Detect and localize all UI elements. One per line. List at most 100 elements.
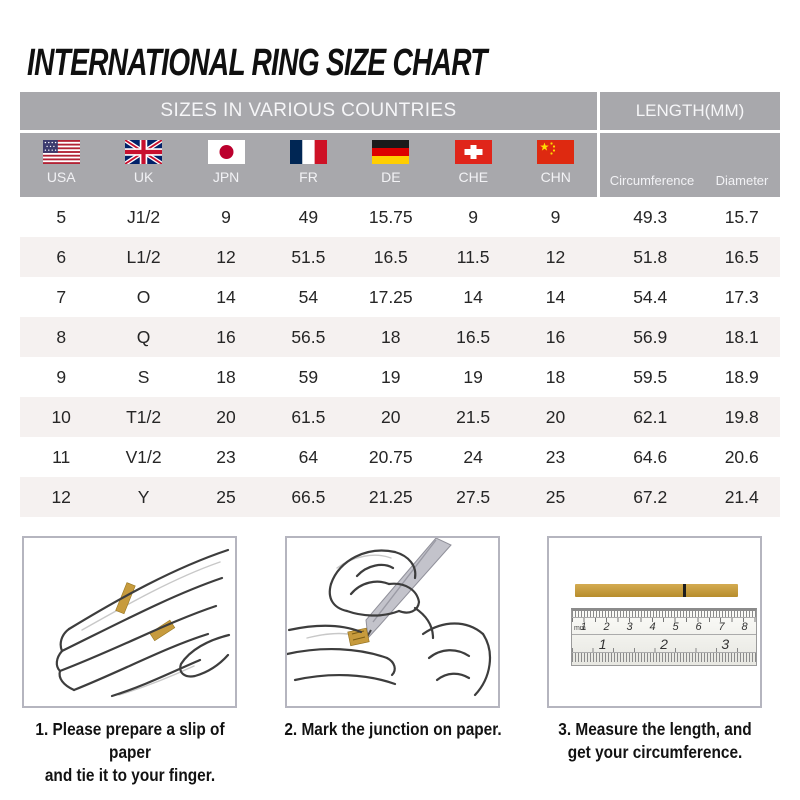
table-cell: 21.25 [368, 486, 413, 507]
instruction-steps: 1. Please prepare a slip of paper and ti… [22, 536, 762, 787]
ruler-fine-ticks-bottom [572, 653, 756, 662]
step-1-box [22, 536, 237, 708]
table-cell: 51.8 [633, 246, 668, 267]
ruler-illustration: mm 1 2 3 4 5 6 7 8 1 2 3 [549, 538, 760, 706]
table-cell: 11 [52, 446, 71, 467]
hand-with-paper-strip-illustration [55, 548, 231, 698]
table-cell: 7 [56, 286, 67, 307]
table-cell: 17.25 [368, 286, 413, 307]
table-cell: 19.8 [724, 406, 759, 427]
table-cell: 27.5 [456, 486, 491, 507]
table-cell: 20 [216, 406, 236, 427]
step-2-caption: 2. Mark the junction on paper. [280, 718, 505, 741]
ruler-inch-number: 3 [721, 635, 730, 652]
table-row: 8 Q 16 56.5 18 16.5 16 56.9 18.1 [20, 317, 780, 357]
table-cell: 15.75 [368, 206, 413, 227]
ruler-cm-number: 3 [626, 621, 633, 633]
table-cell: 56.5 [291, 326, 326, 347]
table-cell: 24 [463, 446, 483, 467]
uk-flag-icon [125, 140, 163, 164]
table-row: 10 T1/2 20 61.5 20 21.5 20 62.1 19.8 [20, 397, 780, 437]
table-cell: 20.6 [724, 446, 759, 467]
hands-marking-with-pen-illustration [286, 538, 491, 697]
table-cell: 9 [56, 366, 67, 387]
table-cell: 16 [545, 326, 566, 347]
step-3-caption-line2: get your circumference. [567, 742, 743, 763]
country-label-chn: CHN [540, 169, 571, 185]
ruler-inch-scale: 1 2 3 [572, 635, 756, 653]
table-cell: 67.2 [633, 486, 668, 507]
group-header-sizes: SIZES IN VARIOUS COUNTRIES [20, 92, 597, 130]
table-cell: 20.75 [368, 446, 413, 467]
table-cell: 16 [216, 326, 236, 347]
table-cell: 54 [298, 286, 319, 307]
japan-flag-icon [207, 140, 245, 164]
table-cell: 18 [216, 366, 236, 387]
step-3-caption: 3. Measure the length, and get your circ… [542, 718, 767, 764]
table-cell: 21.5 [456, 406, 491, 427]
table-cell: 9 [221, 206, 231, 227]
step-3-caption-line1: 3. Measure the length, and [558, 719, 752, 739]
page-title: INTERNATIONAL RING SIZE CHART [27, 42, 487, 84]
table-cell: 64.6 [633, 446, 668, 467]
table-cell: 18 [545, 366, 566, 387]
table-cell: O [136, 286, 151, 307]
ruler-cm-number: 8 [741, 621, 748, 633]
step-2-caption-line1: 2. Mark the junction on paper. [283, 719, 502, 739]
ruler: mm 1 2 3 4 5 6 7 8 1 2 3 [571, 608, 757, 666]
country-column-fr: FR [267, 133, 349, 197]
table-cell: 12 [545, 246, 566, 267]
country-column-jpn: JPN [185, 133, 267, 197]
table-cell: 25 [216, 486, 236, 507]
table-cell: 15.7 [724, 206, 759, 227]
table-cell: 17.3 [724, 286, 759, 307]
table-cell: 16.5 [724, 246, 759, 267]
table-cell: 59 [298, 366, 319, 387]
country-column-usa: USA [20, 133, 102, 197]
table-cell: 12 [51, 486, 71, 507]
table-cell: 18.9 [724, 366, 759, 387]
step-1-caption-line1: 1. Please prepare a slip of paper [35, 719, 225, 763]
country-label-che: CHE [458, 169, 489, 185]
country-column-chn: CHN [515, 133, 597, 197]
ruler-cm-number: 6 [695, 621, 702, 633]
table-cell: 14 [216, 286, 236, 307]
junction-mark [683, 584, 686, 597]
country-label-de: DE [381, 169, 401, 185]
country-column-uk: UK [102, 133, 184, 197]
ruler-cm-number: 2 [603, 621, 610, 633]
table-cell: 20 [381, 406, 401, 427]
table-cell: V1/2 [125, 446, 162, 467]
table-cell: 54.4 [633, 286, 668, 307]
table-cell: 66.5 [291, 486, 326, 507]
table-cell: 10 [51, 406, 71, 427]
flags-row: USA UK JPN [20, 133, 597, 197]
table-cell: 23 [545, 446, 566, 467]
table-row: 12 Y 25 66.5 21.25 27.5 25 67.2 21.4 [20, 477, 780, 517]
table-column-header: USA UK JPN [20, 133, 780, 197]
switzerland-flag-icon [454, 140, 492, 164]
header-divider [20, 130, 780, 133]
table-cell: 14 [545, 286, 566, 307]
table-cell: 56.9 [633, 326, 668, 347]
table-row: 5 J1/2 9 49 15.75 9 9 49.3 15.7 [20, 197, 780, 237]
table-cell: 51.5 [291, 246, 326, 267]
table-cell: 23 [216, 446, 236, 467]
diameter-column-label: Diameter [715, 173, 769, 188]
step-2: 2. Mark the junction on paper. [284, 536, 501, 787]
group-header-length: LENGTH(MM) [597, 92, 780, 130]
table-cell: 8 [56, 326, 67, 347]
table-cell: Q [136, 326, 151, 347]
table-cell: Y [137, 486, 150, 507]
table-row: 11 V1/2 23 64 20.75 24 23 64.6 20.6 [20, 437, 780, 477]
table-cell: 9 [468, 206, 479, 227]
size-table: SIZES IN VARIOUS COUNTRIES LENGTH(MM) [20, 92, 780, 517]
step-3-box: mm 1 2 3 4 5 6 7 8 1 2 3 [547, 536, 762, 708]
country-label-jpn: JPN [212, 169, 240, 185]
ruler-cm-number: 1 [580, 621, 587, 633]
length-columns: Circumference Diameter [597, 133, 780, 197]
table-cell: 14 [463, 286, 483, 307]
ruler-cm-numbers: 1 2 3 4 5 6 7 8 [572, 618, 756, 633]
ruler-cm-number: 4 [649, 621, 656, 633]
